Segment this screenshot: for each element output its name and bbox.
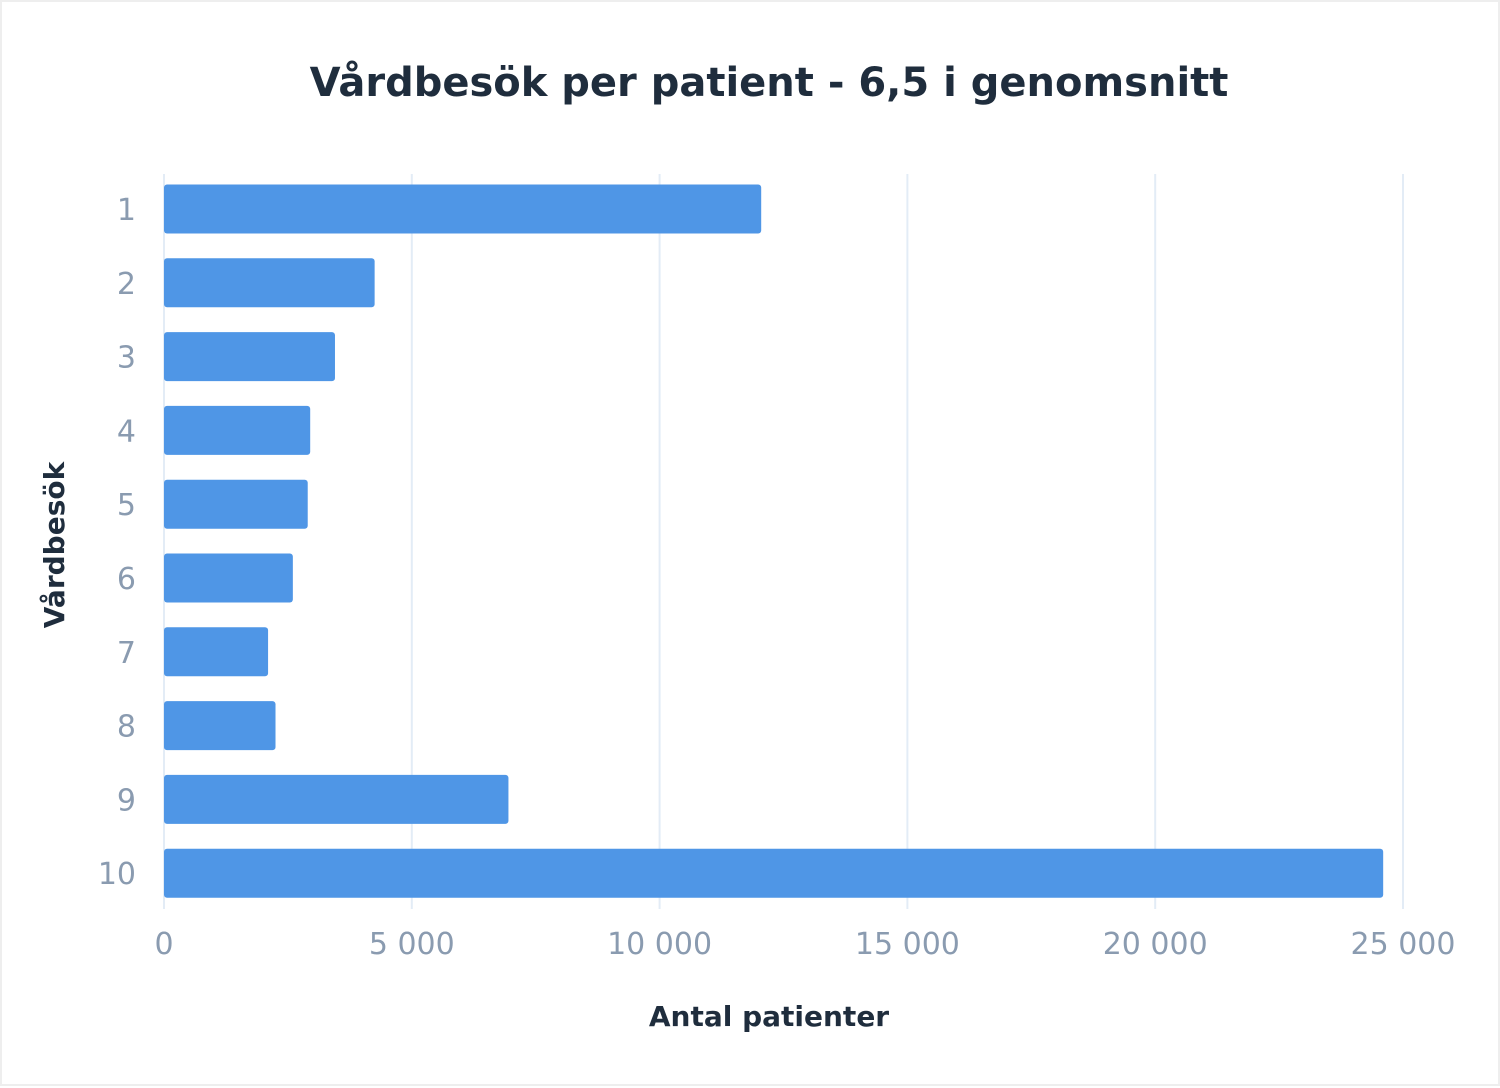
bar-10 bbox=[164, 848, 1384, 898]
y-tick-label: 3 bbox=[117, 341, 136, 376]
y-tick-label: 5 bbox=[117, 488, 136, 523]
y-tick-label: 9 bbox=[117, 783, 136, 818]
y-tick-label: 2 bbox=[117, 267, 136, 302]
bar-9 bbox=[164, 774, 509, 824]
x-tick-label: 5 000 bbox=[369, 927, 455, 962]
y-tick-label: 4 bbox=[117, 414, 136, 449]
bar-5 bbox=[164, 479, 308, 529]
bar-2 bbox=[164, 258, 375, 308]
x-tick-label: 25 000 bbox=[1351, 927, 1456, 962]
x-tick-label: 20 000 bbox=[1103, 927, 1208, 962]
bars bbox=[164, 184, 1384, 898]
y-tick-label: 8 bbox=[117, 710, 136, 745]
y-axis-ticks: 1 2 3 4 5 6 7 8 9 10 bbox=[98, 193, 136, 892]
x-tick-label: 0 bbox=[154, 927, 173, 962]
y-tick-label: 6 bbox=[117, 562, 136, 597]
chart-title: Vårdbesök per patient - 6,5 i genomsnitt bbox=[310, 59, 1229, 106]
y-tick-label: 1 bbox=[117, 193, 136, 228]
bar-3 bbox=[164, 332, 335, 382]
bar-1 bbox=[164, 184, 762, 234]
y-tick-label: 10 bbox=[98, 857, 136, 892]
bar-7 bbox=[164, 627, 269, 677]
x-axis-ticks: 0 5 000 10 000 15 000 20 000 25 000 bbox=[154, 927, 1455, 962]
x-tick-label: 10 000 bbox=[607, 927, 712, 962]
bar-8 bbox=[164, 701, 276, 751]
y-axis-title: Vårdbesök bbox=[38, 460, 71, 628]
x-axis-title: Antal patienter bbox=[649, 1000, 889, 1033]
bar-4 bbox=[164, 405, 311, 455]
y-tick-label: 7 bbox=[117, 636, 136, 671]
bar-6 bbox=[164, 553, 293, 603]
x-tick-label: 15 000 bbox=[855, 927, 960, 962]
